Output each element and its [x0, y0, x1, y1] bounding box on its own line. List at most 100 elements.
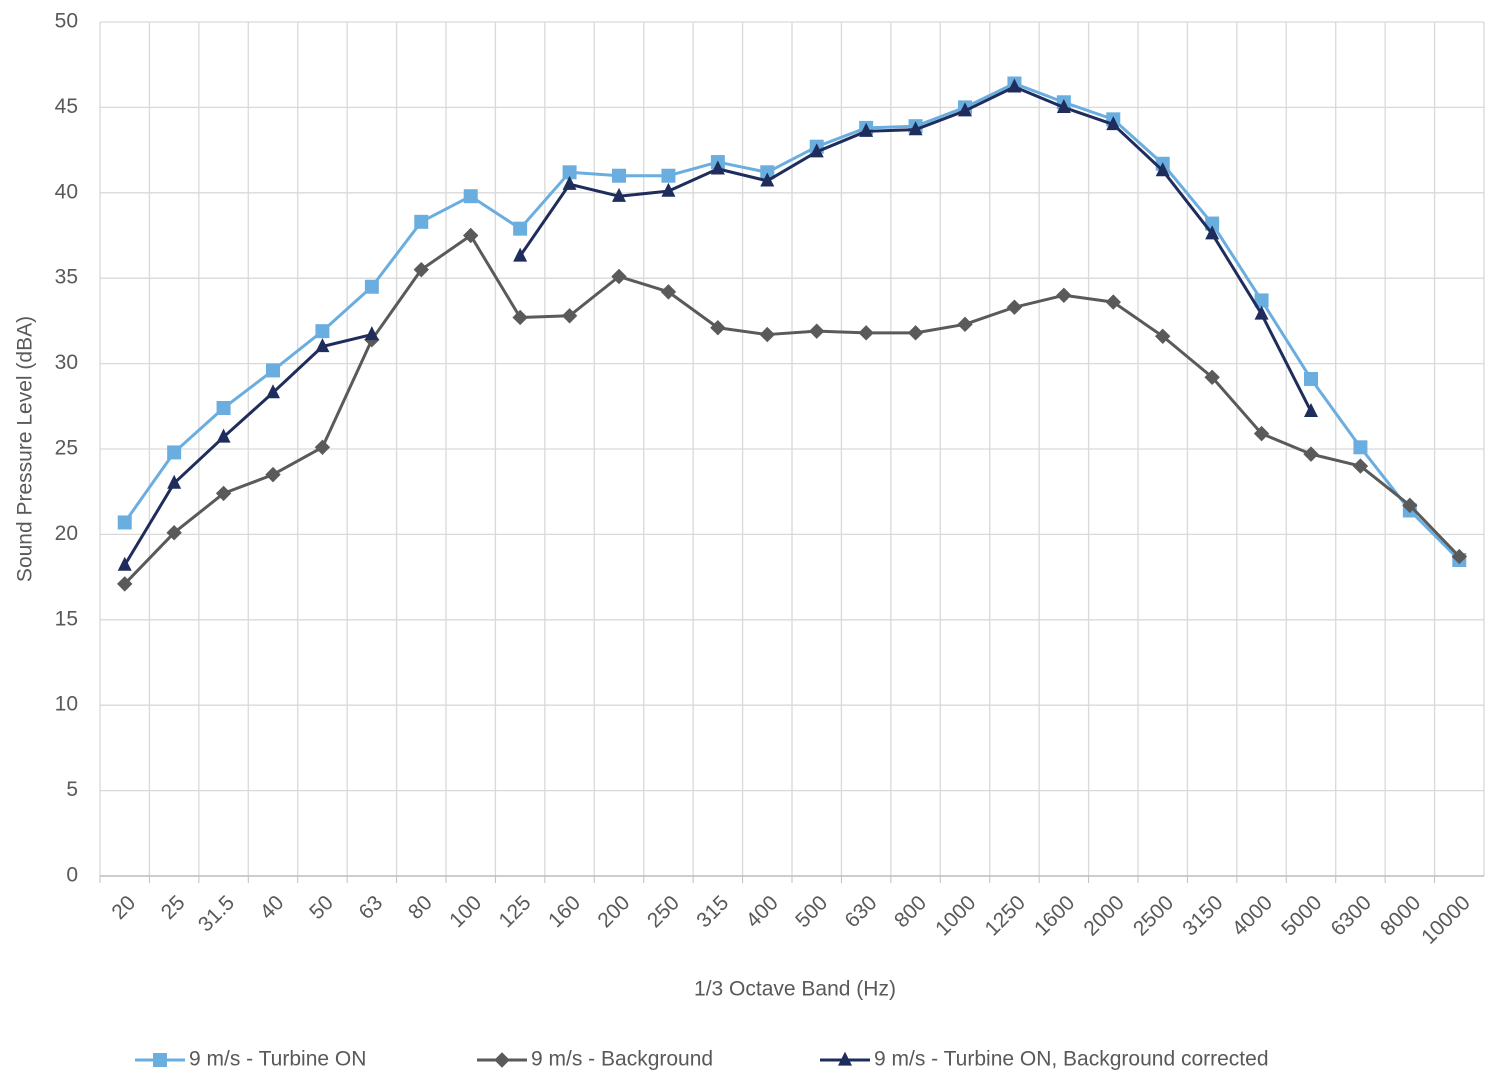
- data-point: [809, 143, 824, 158]
- x-tick-label: 3150: [1178, 891, 1227, 940]
- data-point: [364, 279, 379, 294]
- data-point: [117, 515, 132, 530]
- data-point: [759, 326, 775, 343]
- x-tick-label: 1000: [931, 891, 980, 940]
- x-tick-label: 500: [791, 891, 832, 932]
- data-point: [315, 338, 330, 353]
- data-point: [760, 165, 775, 180]
- data-point: [167, 474, 182, 489]
- data-point: [611, 268, 627, 285]
- data-point: [1204, 369, 1220, 385]
- data-point: [859, 122, 874, 137]
- data-point: [1303, 446, 1319, 462]
- y-tick-label: 25: [55, 437, 78, 460]
- data-point: [1402, 497, 1418, 514]
- data-point: [1304, 371, 1318, 386]
- data-point: [1006, 299, 1023, 315]
- x-tick-label: 2000: [1079, 891, 1128, 940]
- data-point: [463, 189, 478, 204]
- data-point: [561, 308, 578, 324]
- data-point: [364, 326, 379, 341]
- data-point: [908, 121, 923, 136]
- x-tick-label: 80: [404, 891, 437, 924]
- data-point: [957, 316, 973, 333]
- x-tick-label: 25: [157, 891, 190, 924]
- data-point: [166, 524, 182, 541]
- data-point: [1105, 294, 1121, 310]
- data-point: [562, 165, 577, 180]
- data-point: [266, 384, 280, 399]
- data-point: [414, 214, 429, 229]
- data-point: [660, 284, 677, 300]
- data-point: [216, 401, 231, 416]
- series-line: [123, 81, 1461, 562]
- x-tick-label: 31.5: [194, 891, 239, 936]
- data-point: [858, 325, 874, 341]
- legend-label: 9 m/s - Background: [531, 1048, 713, 1071]
- x-tick-label: 1600: [1030, 891, 1079, 940]
- data-point: [513, 247, 528, 262]
- data-point: [266, 363, 280, 378]
- y-tick-label: 30: [55, 351, 78, 374]
- data-point: [710, 160, 725, 175]
- x-tick-label: 400: [742, 891, 783, 932]
- legend-marker: [494, 1052, 510, 1068]
- data-point: [1353, 440, 1368, 455]
- y-tick-label: 20: [55, 522, 78, 545]
- data-point: [463, 227, 479, 244]
- data-point: [1007, 78, 1022, 93]
- data-point: [1155, 328, 1171, 344]
- data-point: [1155, 162, 1170, 177]
- x-tick-label: 100: [445, 891, 486, 932]
- x-tick-label: 315: [692, 891, 733, 932]
- legend-label: 9 m/s - Turbine ON: [189, 1048, 366, 1071]
- data-point: [661, 182, 676, 197]
- data-point: [314, 439, 331, 455]
- data-point: [612, 187, 626, 202]
- x-tick-label: 63: [355, 891, 388, 924]
- data-point: [760, 172, 775, 187]
- x-tick-label: 50: [305, 891, 338, 924]
- series-line: [123, 234, 1461, 585]
- y-tick-label: 10: [55, 693, 78, 716]
- data-point: [513, 221, 528, 236]
- y-tick-label: 15: [55, 607, 78, 630]
- y-axis-title: Sound Pressure Level (dBA): [14, 316, 37, 582]
- data-point: [958, 102, 972, 117]
- y-tick-label: 35: [55, 266, 78, 289]
- x-tick-label: 1250: [981, 891, 1030, 940]
- data-point: [1254, 293, 1269, 308]
- x-tick-label: 630: [841, 891, 882, 932]
- x-tick-label: 5000: [1277, 891, 1326, 940]
- x-tick-label: 6300: [1327, 891, 1376, 940]
- data-point: [562, 175, 577, 190]
- data-point: [1254, 305, 1269, 320]
- data-point: [1106, 116, 1121, 131]
- data-point: [265, 466, 281, 483]
- x-tick-label: 40: [256, 891, 289, 924]
- data-point: [809, 323, 825, 339]
- data-point: [167, 445, 182, 460]
- x-tick-label: 800: [890, 891, 931, 932]
- x-tick-label: 125: [495, 891, 536, 932]
- x-tick-label: 250: [643, 891, 684, 932]
- data-point: [612, 168, 626, 183]
- data-point: [117, 556, 132, 571]
- data-point: [1451, 548, 1467, 565]
- legend-marker: [153, 1053, 167, 1067]
- legend-label: 9 m/s - Turbine ON, Background corrected: [874, 1048, 1269, 1071]
- data-point: [1352, 458, 1369, 474]
- x-tick-label: 2500: [1129, 891, 1178, 940]
- data-point: [907, 325, 924, 341]
- data-point: [1304, 403, 1318, 418]
- x-tick-label: 160: [544, 891, 585, 932]
- x-tick-label: 200: [593, 891, 634, 932]
- x-tick-label: 4000: [1228, 891, 1277, 940]
- data-point: [1056, 287, 1072, 303]
- data-point: [117, 576, 133, 592]
- data-point: [413, 261, 429, 278]
- data-point: [1253, 425, 1270, 442]
- x-tick-label: 20: [107, 891, 140, 924]
- y-tick-label: 5: [66, 778, 78, 801]
